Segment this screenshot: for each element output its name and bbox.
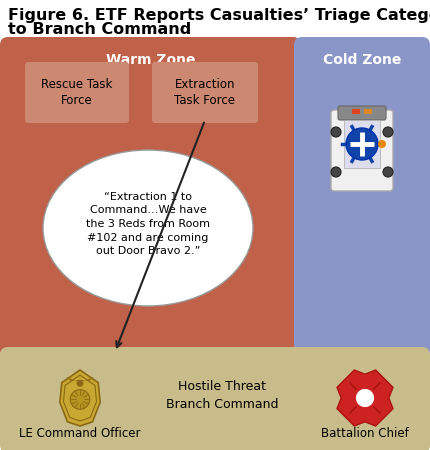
Bar (352, 109, 360, 114)
FancyBboxPatch shape (25, 62, 129, 123)
FancyBboxPatch shape (294, 37, 430, 358)
Text: Cold Zone: Cold Zone (323, 53, 401, 67)
Polygon shape (337, 370, 393, 426)
Ellipse shape (43, 150, 253, 306)
Bar (364, 109, 372, 114)
FancyBboxPatch shape (0, 37, 301, 358)
Circle shape (77, 380, 83, 387)
Circle shape (355, 388, 375, 408)
Text: Extraction
Task Force: Extraction Task Force (175, 78, 236, 107)
Text: Rescue Task
Force: Rescue Task Force (41, 78, 113, 107)
Bar (344, 120, 380, 168)
Circle shape (70, 390, 90, 409)
Text: LE Command Officer: LE Command Officer (19, 427, 141, 440)
Text: Figure 6. ETF Reports Casualties’ Triage Category: Figure 6. ETF Reports Casualties’ Triage… (8, 8, 430, 23)
FancyBboxPatch shape (0, 347, 430, 450)
Circle shape (331, 167, 341, 177)
Circle shape (378, 140, 386, 148)
Text: Hostile Threat
Branch Command: Hostile Threat Branch Command (166, 379, 278, 410)
Text: to Branch Command: to Branch Command (8, 22, 191, 37)
Polygon shape (66, 377, 80, 382)
Circle shape (383, 167, 393, 177)
Polygon shape (80, 377, 94, 382)
FancyBboxPatch shape (152, 62, 258, 123)
Polygon shape (60, 370, 100, 426)
FancyBboxPatch shape (338, 106, 386, 120)
Circle shape (346, 128, 378, 160)
Text: “Extraction 1 to
Command…We have
the 3 Reds from Room
#102 and are coming
out Do: “Extraction 1 to Command…We have the 3 R… (86, 192, 210, 256)
Circle shape (331, 127, 341, 137)
Text: Warm Zone: Warm Zone (106, 53, 195, 67)
Text: Battalion Chief: Battalion Chief (321, 427, 409, 440)
FancyBboxPatch shape (331, 110, 393, 191)
Circle shape (383, 127, 393, 137)
